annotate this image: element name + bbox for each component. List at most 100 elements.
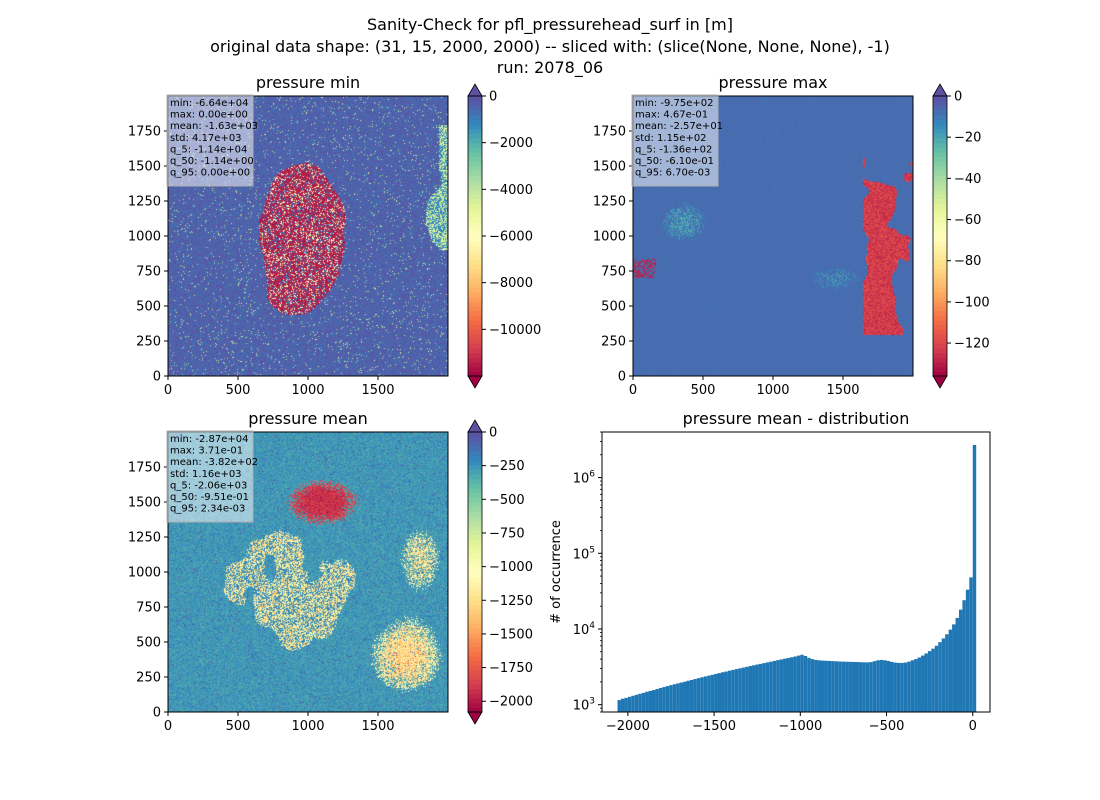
colorbar-segment (468, 362, 482, 368)
colorbar-extend-top (467, 83, 483, 97)
histogram-bar (841, 661, 846, 712)
colorbar-segment (468, 371, 482, 377)
panel-title: pressure min (256, 73, 360, 92)
y-tick-label: 1000 (128, 566, 161, 581)
x-tick-label: 1000 (756, 383, 789, 398)
histogram-bar (703, 676, 708, 712)
colorbar-tick-label: −6000 (489, 230, 533, 245)
colorbar-segment (933, 362, 947, 368)
colorbar-segment (933, 324, 947, 330)
colorbar-segment (933, 264, 947, 270)
colorbar-segment (468, 642, 482, 648)
y-tick-label: 750 (136, 601, 161, 616)
stats-line: min: -9.75e+02 (635, 98, 714, 109)
histogram-bar (814, 659, 818, 712)
histogram-bar (879, 659, 884, 712)
histogram-bar (893, 662, 897, 712)
colorbar-segment (468, 119, 482, 125)
colorbar-segment (468, 595, 482, 601)
stats-box-background (166, 94, 254, 187)
colorbar-segment (933, 105, 947, 111)
colorbar-segment (468, 203, 482, 209)
stats-line: max: 3.71e-01 (170, 446, 243, 457)
y-tick-label: 1000 (128, 230, 161, 245)
colorbar-segment (468, 142, 482, 148)
x-tick-label: −500 (869, 719, 905, 734)
colorbar-segment (468, 460, 482, 466)
colorbar-segment (468, 310, 482, 316)
colorbar-segment (468, 572, 482, 578)
colorbar-segment (468, 590, 482, 596)
histogram-bar (679, 682, 684, 712)
colorbar-segment (468, 110, 482, 116)
colorbar-segment (933, 110, 947, 116)
histogram-bar (969, 577, 973, 712)
colorbar-segment (933, 278, 947, 284)
histogram-bar (631, 695, 635, 712)
colorbar-segment (468, 464, 482, 470)
colorbar-extend-top (932, 83, 948, 97)
colorbar-segment (468, 450, 482, 456)
stats-line: max: 4.67e-01 (635, 110, 708, 121)
colorbar-segment (468, 334, 482, 340)
histogram-bar (883, 660, 887, 712)
colorbar-segment (468, 646, 482, 652)
colorbar-segment (468, 511, 482, 517)
histogram-bar (662, 687, 666, 712)
histogram-bar (845, 661, 849, 712)
histogram-bar (872, 661, 877, 712)
histogram-bar (941, 638, 946, 712)
stats-line: q_50: -1.14e+00 (170, 156, 254, 167)
colorbar-segment (468, 208, 482, 214)
x-tick-label: 0 (969, 719, 977, 734)
stats-line: mean: -1.63e+03 (170, 121, 258, 132)
colorbar-segment (933, 343, 947, 349)
colorbar-segment (933, 226, 947, 232)
colorbar-segment (933, 352, 947, 358)
colorbar-tick-label: 0 (489, 426, 497, 441)
colorbar-segment (933, 152, 947, 158)
x-tick-label: −1500 (692, 719, 736, 734)
colorbar-segment (933, 320, 947, 326)
histogram-bar (858, 662, 863, 712)
histogram-bar (931, 648, 935, 712)
colorbar-segment (933, 287, 947, 293)
histogram-bar (741, 667, 746, 712)
y-tick-label: 1000 (593, 230, 626, 245)
histogram-bar (910, 660, 915, 712)
y-tick-label: 250 (136, 335, 161, 350)
histogram-bar (734, 669, 739, 712)
colorbar-tick-label: −40 (954, 172, 981, 187)
histogram-bar (865, 662, 870, 712)
colorbar-segment (933, 142, 947, 148)
colorbar-segment (468, 600, 482, 606)
colorbar-segment (468, 707, 482, 713)
colorbar-segment (468, 628, 482, 634)
histogram-bar (827, 660, 832, 712)
histogram-bar (700, 677, 704, 712)
axes-frame (601, 431, 991, 713)
colorbar-segment (933, 198, 947, 204)
colorbar-frame (467, 431, 483, 713)
colorbar-segment (468, 324, 482, 330)
colorbar-tick-label: −80 (954, 254, 981, 269)
colorbar-segment (468, 231, 482, 237)
colorbar-segment (468, 698, 482, 704)
histogram-bar (789, 657, 794, 712)
colorbar-segment (468, 161, 482, 167)
colorbar-tick-label: −250 (489, 459, 525, 474)
colorbar-segment (933, 119, 947, 125)
colorbar-segment (468, 152, 482, 158)
histogram-bar (800, 654, 804, 712)
histogram-bar (862, 662, 866, 712)
stats-line: q_50: -9.51e-01 (170, 492, 249, 503)
stats-line: std: 4.17e+03 (170, 133, 242, 144)
colorbar-segment (933, 180, 947, 186)
histogram-panel: pressure mean - distribution −2000 −1500 −1… (549, 409, 991, 734)
colorbar-segment (933, 334, 947, 340)
colorbar-segment (468, 282, 482, 288)
y-tick-label: 0 (618, 370, 626, 385)
colorbar-segment (468, 679, 482, 685)
